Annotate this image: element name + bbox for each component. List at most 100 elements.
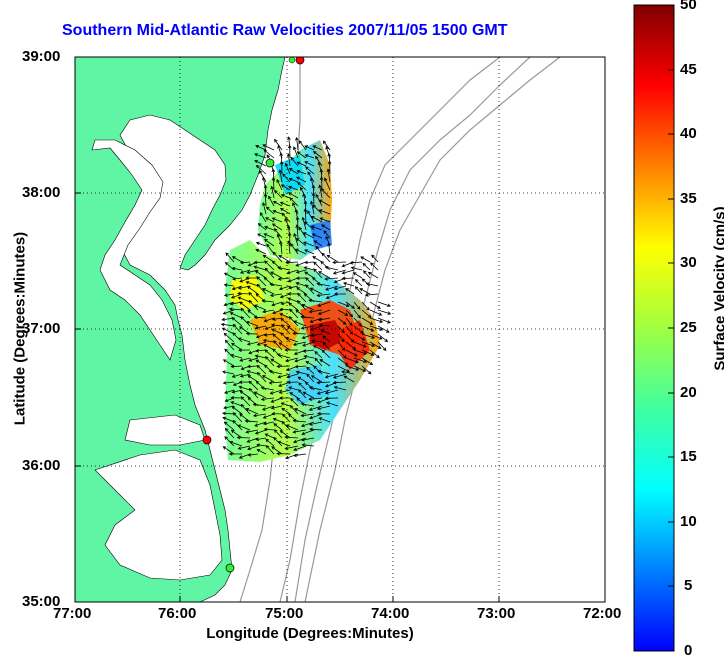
velocity-arrow <box>327 242 331 255</box>
velocity-arrow <box>377 301 391 307</box>
velocity-arrow <box>256 283 267 295</box>
velocity-arrow <box>345 341 357 350</box>
velocity-arrow <box>296 176 307 183</box>
velocity-arrow <box>303 208 308 223</box>
velocity-arrow <box>322 140 331 151</box>
velocity-arrow <box>353 349 368 355</box>
velocity-arrow <box>285 260 299 265</box>
velocity-arrow <box>361 301 370 311</box>
velocity-arrow <box>263 344 275 351</box>
velocity-arrow <box>231 373 243 378</box>
velocity-arrow <box>265 355 275 367</box>
velocity-arrow <box>262 201 267 215</box>
velocity-arrow <box>271 411 283 416</box>
velocity-arrow <box>318 271 331 279</box>
velocity-arrow <box>232 412 243 423</box>
velocity-arrow <box>237 337 251 343</box>
velocity-arrow <box>246 364 259 369</box>
velocity-arrow <box>268 381 283 385</box>
velocity-arrow <box>278 255 291 263</box>
velocity-arrow <box>278 342 291 351</box>
velocity-arrow <box>230 429 243 439</box>
velocity-arrow <box>326 168 331 183</box>
velocity-arrow <box>323 230 331 239</box>
velocity-arrow <box>239 390 251 399</box>
velocity-arrow <box>350 266 363 271</box>
velocity-arrow <box>354 279 363 287</box>
velocity-arrow <box>280 301 291 306</box>
velocity-arrow <box>272 209 283 215</box>
velocity-arrow <box>300 413 315 418</box>
velocity-arrow <box>341 370 355 375</box>
velocity-arrow <box>293 320 307 327</box>
velocity-arrow <box>316 282 331 287</box>
velocity-arrow <box>317 309 331 315</box>
velocity-arrow <box>310 216 323 223</box>
velocity-arrow <box>287 292 299 296</box>
velocity-arrow <box>229 353 243 359</box>
velocity-arrow <box>353 341 367 348</box>
velocity-arrow <box>309 287 323 295</box>
velocity-arrow <box>254 160 267 167</box>
velocity-arrow <box>295 276 307 280</box>
colorbar-tick-label: 50 <box>680 0 697 13</box>
velocity-arrow <box>240 403 251 415</box>
velocity-arrow <box>308 421 323 426</box>
velocity-arrow <box>360 256 371 263</box>
velocity-arrow <box>260 386 275 391</box>
velocity-arrow <box>314 357 323 367</box>
velocity-arrow <box>254 421 267 427</box>
velocity-arrow <box>361 309 372 319</box>
x-tick-label: 75:00 <box>265 605 304 622</box>
grid-lines <box>75 57 605 602</box>
velocity-arrow <box>377 333 389 343</box>
velocity-arrow <box>308 405 323 411</box>
velocity-arrow <box>295 224 299 239</box>
velocity-arrow <box>288 185 299 191</box>
velocity-arrow <box>282 413 291 423</box>
colorbar-tick-label: 35 <box>680 190 697 207</box>
velocity-arrow <box>265 444 275 455</box>
velocity-arrow <box>298 140 307 151</box>
velocity-arrow <box>345 349 358 357</box>
velocity-arrow <box>287 232 292 247</box>
velocity-arrow <box>361 278 371 287</box>
velocity-arrow <box>264 260 275 271</box>
velocity-arrow <box>281 420 291 431</box>
velocity-arrow <box>337 301 350 307</box>
velocity-arrow <box>292 419 307 423</box>
velocity-arrow <box>264 267 275 279</box>
velocity-arrow <box>256 371 267 383</box>
velocity-arrow <box>308 298 323 303</box>
velocity-arrow <box>263 317 275 323</box>
velocity-arrow <box>287 192 299 199</box>
colorbar-tick-label: 5 <box>684 577 693 594</box>
velocity-arrow <box>295 237 307 247</box>
velocity-arrow <box>310 339 323 343</box>
colorbar-tick-label: 20 <box>680 384 697 401</box>
velocity-arrow <box>277 373 291 379</box>
velocity-arrow <box>261 375 275 383</box>
velocity-arrow <box>362 262 371 271</box>
velocity-arrow <box>271 446 283 455</box>
velocity-arrow <box>284 217 291 231</box>
velocity-arrow <box>289 308 299 319</box>
velocity-arrow <box>272 348 283 359</box>
velocity-arrow <box>332 373 347 379</box>
velocity-arrow <box>288 168 299 175</box>
velocity-arrow <box>285 357 299 363</box>
velocity-arrow <box>224 436 235 447</box>
velocity-arrow <box>231 285 243 291</box>
velocity-arrow <box>303 200 308 215</box>
velocity-arrow <box>246 341 259 346</box>
velocity-arrow <box>301 443 315 447</box>
velocity-arrow <box>353 333 366 341</box>
velocity-arrow <box>359 288 371 295</box>
velocity-arrow <box>253 315 267 320</box>
velocity-arrow <box>304 154 315 159</box>
velocity-arrow <box>290 156 299 167</box>
velocity-arrow <box>239 269 251 274</box>
velocity-arrow <box>337 333 345 343</box>
velocity-arrow <box>255 437 267 441</box>
velocity-arrow <box>256 364 267 375</box>
